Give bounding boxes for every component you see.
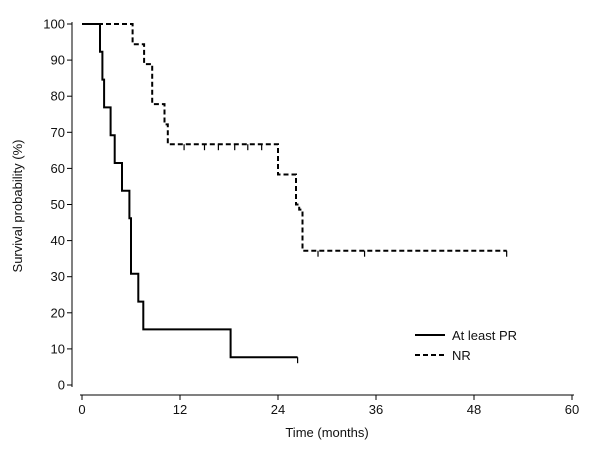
x-tick-label-60: 60 [565, 402, 579, 417]
y-tick-label-100: 100 [43, 17, 65, 32]
y-tick-label-80: 80 [51, 89, 65, 104]
y-axis-title: Survival probability (%) [10, 140, 25, 273]
tick-labels: 0 10 20 30 40 50 60 70 80 90 100 0 12 24 36 48 60 [43, 17, 579, 418]
tick-marks [67, 23, 573, 400]
y-tick-label-40: 40 [51, 233, 65, 248]
x-tick-label-24: 24 [271, 402, 285, 417]
y-tick-label-30: 30 [51, 269, 65, 284]
series-line-nr [82, 23, 507, 252]
legend: At least PR NR [415, 328, 517, 363]
x-tick-label-0: 0 [78, 402, 85, 417]
y-tick-label-10: 10 [51, 341, 65, 356]
y-tick-label-20: 20 [51, 305, 65, 320]
y-tick-label-0: 0 [58, 378, 65, 393]
censor-marks [183, 144, 508, 364]
series-line-at-least-pr [82, 23, 298, 359]
y-tick-label-60: 60 [51, 161, 65, 176]
legend-label-at-least-pr: At least PR [452, 328, 517, 343]
x-tick-label-12: 12 [173, 402, 187, 417]
series [82, 23, 507, 359]
x-tick-label-36: 36 [369, 402, 383, 417]
x-axis-title: Time (months) [285, 425, 368, 440]
legend-label-nr: NR [452, 348, 471, 363]
y-tick-label-90: 90 [51, 53, 65, 68]
y-tick-label-70: 70 [51, 125, 65, 140]
x-tick-label-48: 48 [467, 402, 481, 417]
y-tick-label-50: 50 [51, 197, 65, 212]
